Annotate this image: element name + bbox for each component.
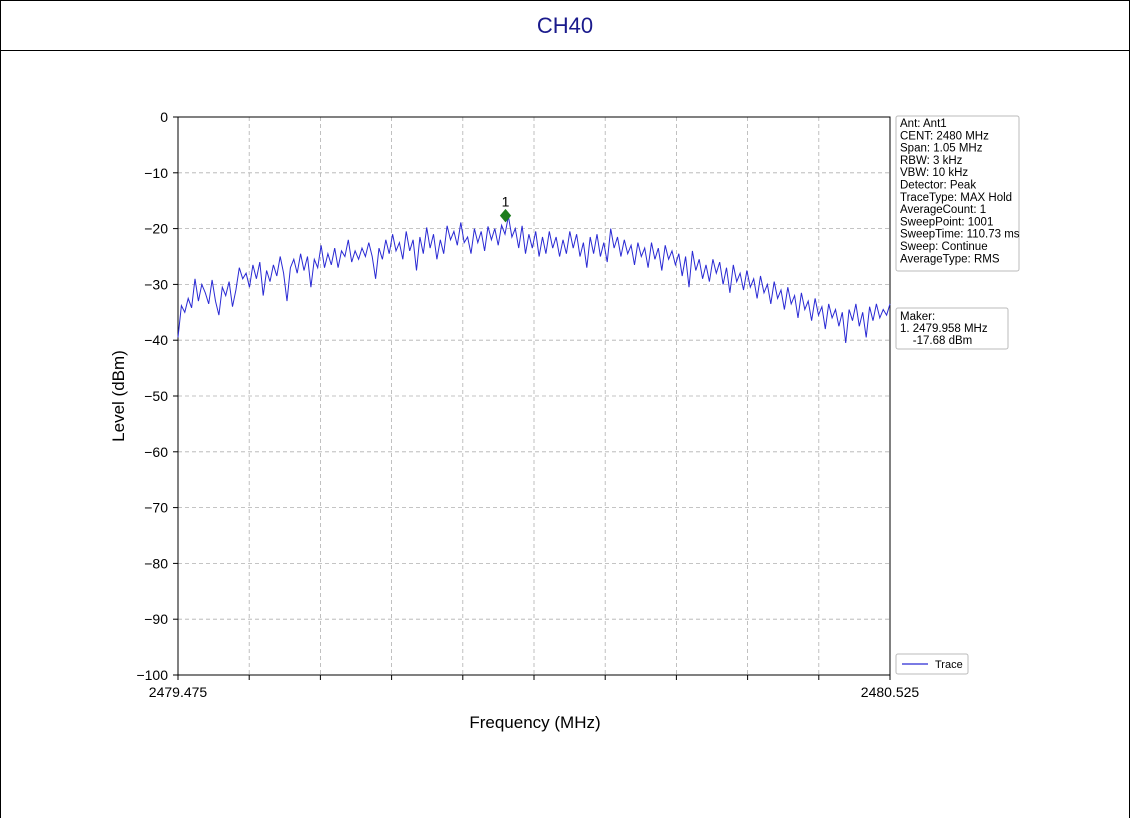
marker-readout-line: Maker: — [900, 311, 935, 323]
marker-diamond — [499, 208, 512, 223]
marker-readout-box: Maker:1. 2479.958 MHz -17.68 dBm — [895, 307, 1009, 350]
x-axis-label: Frequency (MHz) — [469, 713, 600, 732]
settings-line: Sweep: Continue — [900, 241, 988, 253]
settings-line: SweepPoint: 1001 — [900, 216, 993, 228]
y-tick-label: −70 — [144, 500, 168, 516]
settings-line: AverageType: RMS — [900, 253, 1000, 265]
title-bar: CH40 — [1, 1, 1129, 51]
marker-label: 1 — [502, 194, 510, 210]
y-tick-label: −80 — [144, 555, 168, 571]
marker-readout-line: 1. 2479.958 MHz — [900, 323, 988, 335]
settings-line: TraceType: MAX Hold — [900, 192, 1012, 204]
trace-line — [177, 216, 891, 344]
settings-line: Span: 1.05 MHz — [900, 143, 983, 155]
chart-title: CH40 — [536, 13, 594, 38]
settings-line: Ant: Ant1 — [900, 118, 947, 130]
marker-readout-line: -17.68 dBm — [900, 335, 972, 347]
y-tick-label: −50 — [144, 388, 168, 404]
y-tick-label: −100 — [136, 667, 168, 683]
x-tick-label-end: 2480.525 — [861, 684, 920, 700]
y-tick-label: 0 — [160, 109, 168, 125]
y-tick-label: −20 — [144, 221, 168, 237]
grid-lines — [178, 117, 890, 675]
settings-line: AverageCount: 1 — [900, 204, 986, 216]
x-tick-label-start: 2479.475 — [149, 684, 208, 700]
settings-line: CENT: 2480 MHz — [900, 130, 989, 142]
settings-line: SweepTime: 110.73 ms — [900, 229, 1020, 241]
y-tick-label: −60 — [144, 444, 168, 460]
legend: Trace — [895, 653, 969, 675]
y-axis-label: Level (dBm) — [109, 350, 128, 442]
y-tick-label: −10 — [144, 165, 168, 181]
legend-label-trace: Trace — [935, 659, 963, 671]
y-axis-ticks: 0 −10 −20 −30 −40 −50 −60 −70 −80 −90 −100 — [136, 109, 178, 683]
y-tick-label: −40 — [144, 332, 168, 348]
y-tick-label: −30 — [144, 276, 168, 292]
peak-marker: 1 — [499, 194, 512, 223]
settings-line: VBW: 10 kHz — [900, 167, 968, 179]
settings-line: RBW: 3 kHz — [900, 155, 963, 167]
settings-line: Detector: Peak — [900, 180, 976, 192]
x-axis-ticks: 2479.475 2480.525 — [149, 675, 920, 700]
y-tick-label: −90 — [144, 611, 168, 627]
